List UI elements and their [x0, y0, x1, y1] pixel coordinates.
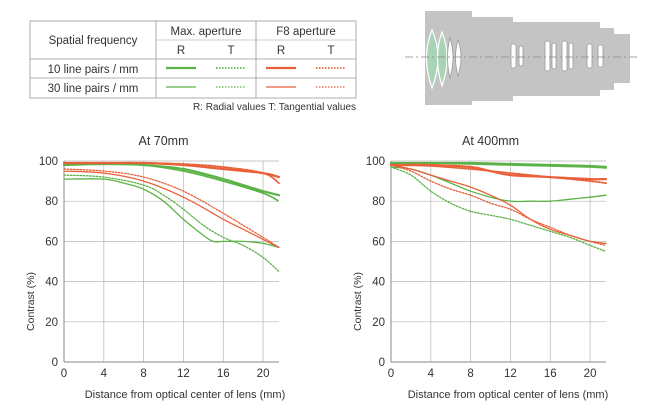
x-tick-label: 0 [388, 368, 394, 380]
lens-element-icon [510, 43, 517, 69]
y-tick-label: 60 [45, 236, 58, 248]
lens-element-icon [551, 42, 557, 70]
chart-title: At 70mm [138, 134, 188, 148]
x-tick-label: 12 [177, 368, 190, 380]
x-tick-label: 4 [428, 368, 435, 380]
x-tick-label: 8 [467, 368, 473, 380]
series-line-30-lp-mm-f8-aperture-r [390, 164, 607, 245]
chart-title: At 400mm [462, 134, 519, 148]
chart-400mm: At 400mm 0 4 8 12 16 20 0 20 40 60 80 100 Distance fr… [352, 134, 608, 401]
x-tick-label: 16 [217, 368, 230, 380]
legend-group-f8: F8 aperture [276, 26, 335, 38]
y-tick-label: 20 [372, 317, 385, 329]
series-line-30-lp-mm-f8-aperture-r [63, 170, 280, 249]
lens-element-icon [561, 40, 568, 72]
x-tick-label: 16 [544, 368, 557, 380]
lens-element-icon [586, 43, 593, 69]
legend-sub-f8-t: T [327, 45, 334, 57]
x-tick-label: 4 [101, 368, 108, 380]
lens-element-icon [568, 42, 574, 70]
lens-element-icon [436, 30, 448, 88]
legend-sub-max-r: R [177, 45, 185, 57]
x-axis-label: Distance from optical center of lens (mm… [85, 389, 286, 401]
series-line-10-lp-mm-max-aperture-t [63, 161, 280, 203]
y-tick-label: 0 [52, 357, 58, 369]
legend-sub-max-t: T [227, 45, 234, 57]
y-tick-label: 0 [379, 357, 385, 369]
x-axis-label: Distance from optical center of lens (mm… [408, 389, 609, 401]
lens-diagram [405, 11, 640, 105]
lens-element-icon [425, 28, 439, 90]
x-tick-label: 20 [584, 368, 597, 380]
x-tick-label: 12 [504, 368, 517, 380]
series-line-30-lp-mm-max-aperture-r [63, 178, 280, 249]
y-axis-label: Contrast (%) [352, 272, 364, 331]
x-tick-label: 0 [61, 368, 67, 380]
legend-note: R: Radial values T: Tangential values [193, 102, 356, 113]
lens-element-icon [447, 36, 454, 80]
series-line-10-lp-mm-f8-aperture-r [389, 163, 608, 181]
series-line-10-lp-mm-max-aperture-t [390, 162, 607, 169]
series-line-30-lp-mm-max-aperture-t [390, 166, 607, 253]
y-tick-label: 100 [366, 156, 385, 168]
lens-element-icon [518, 45, 524, 67]
x-tick-label: 20 [257, 368, 270, 380]
x-tick-label: 8 [140, 368, 146, 380]
series-line-30-lp-mm-max-aperture-t [63, 174, 280, 273]
y-tick-label: 80 [372, 196, 385, 208]
y-tick-label: 20 [45, 317, 58, 329]
series-line-10-lp-mm-f8-aperture-t [63, 162, 280, 184]
series-line-10-lp-mm-f8-aperture-t [390, 164, 607, 184]
series-line-30-lp-mm-f8-aperture-t [63, 168, 280, 249]
legend-group-max: Max. aperture [171, 26, 242, 38]
y-tick-label: 100 [39, 156, 58, 168]
legend-border [29, 20, 357, 99]
y-axis-label: Contrast (%) [25, 272, 37, 331]
legend-col-header: Spatial frequency [49, 35, 138, 47]
y-tick-label: 40 [372, 277, 385, 289]
legend-sub-f8-r: R [277, 45, 285, 57]
lens-barrel-icon [425, 11, 630, 105]
legend-row-30lp: 30 line pairs / mm [48, 83, 139, 95]
lens-element-icon [455, 38, 462, 78]
series-line-30-lp-mm-f8-aperture-t [390, 164, 607, 247]
y-tick-label: 60 [372, 236, 385, 248]
lens-element-icon [544, 40, 551, 72]
y-tick-label: 80 [45, 196, 58, 208]
chart-70mm: At 70mm 0 4 8 12 16 20 0 20 40 60 80 100 Distance fro… [25, 134, 285, 401]
legend-table: Spatial frequency Max. aperture F8 apert… [29, 20, 357, 113]
y-tick-label: 40 [45, 277, 58, 289]
legend-row-10lp: 10 line pairs / mm [48, 64, 139, 76]
lens-element-icon [597, 44, 604, 68]
